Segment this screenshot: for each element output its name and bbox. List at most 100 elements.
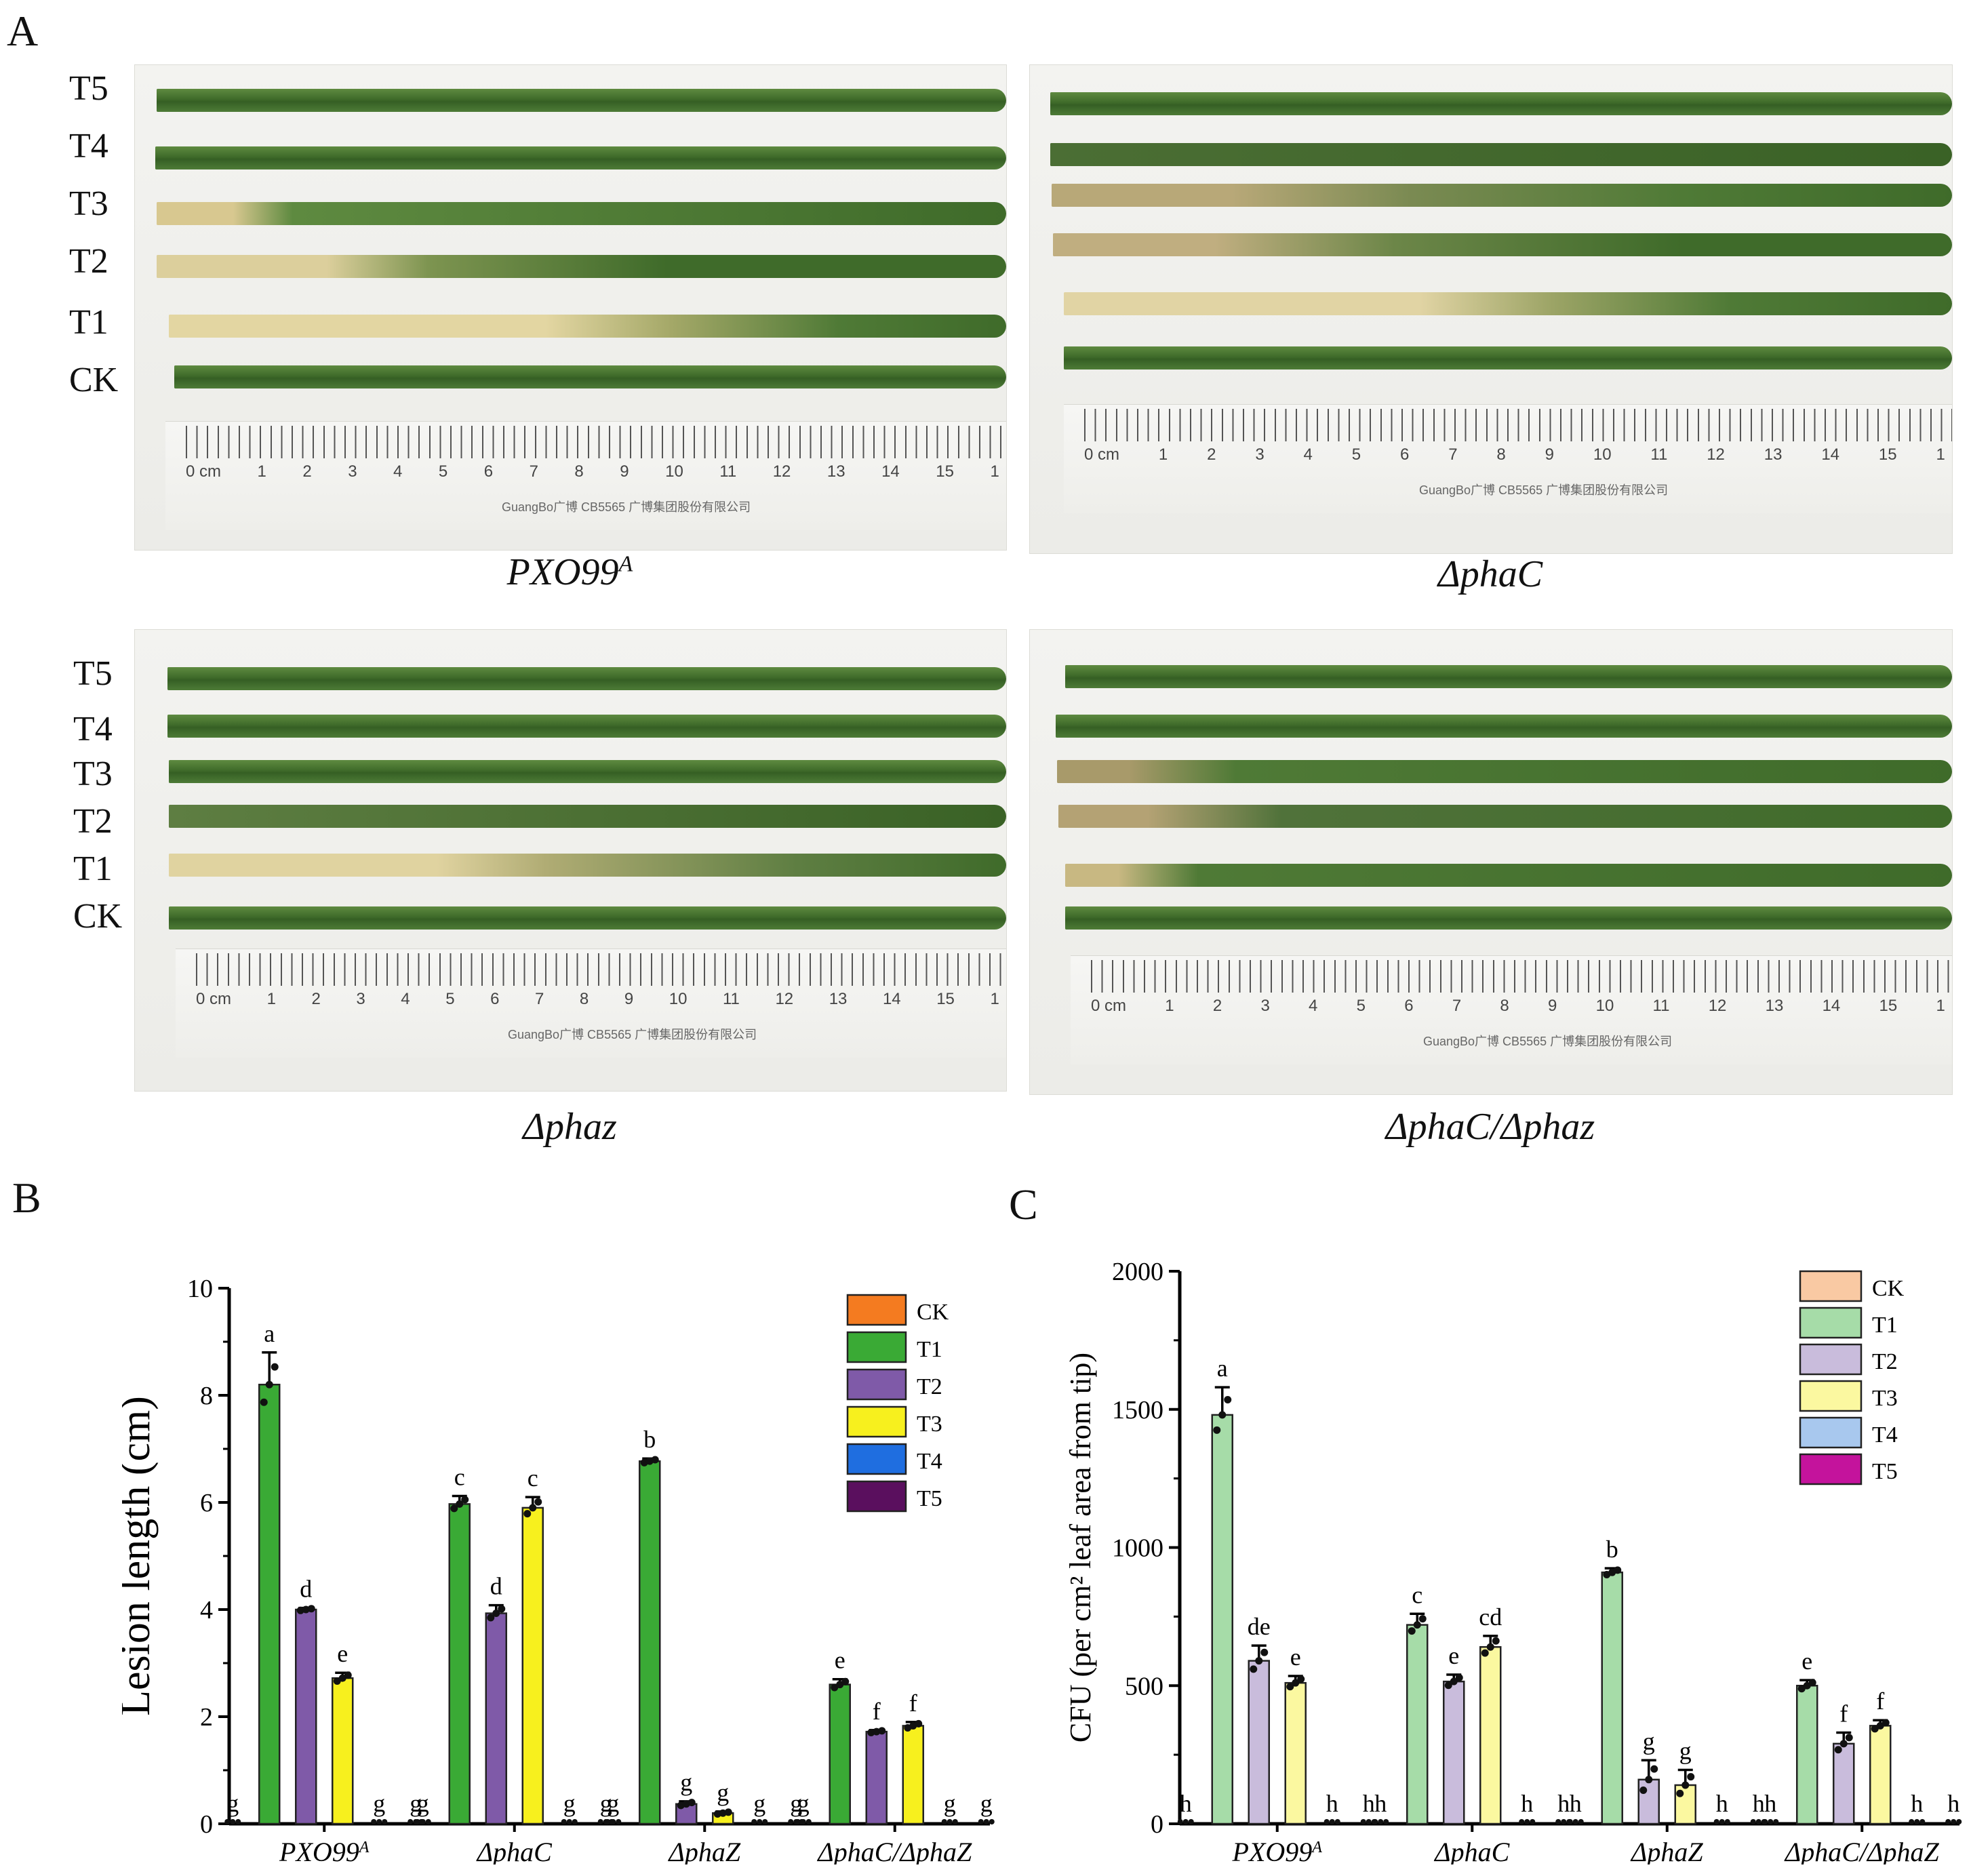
panel-label-a: A (7, 7, 39, 55)
legend-label: T1 (1872, 1313, 1898, 1338)
leaf-t3 (1052, 184, 1952, 207)
data-point (407, 1819, 414, 1824)
significance-letter: a (264, 1320, 275, 1347)
data-point (1773, 1819, 1779, 1824)
data-point (605, 1819, 611, 1824)
leaf-ck (1065, 906, 1952, 930)
bar-t2 (485, 1612, 507, 1825)
bar-t3 (1869, 1725, 1892, 1825)
significance-letter: h (1570, 1790, 1582, 1817)
significance-letter: h (1753, 1790, 1765, 1817)
data-point (1218, 1411, 1227, 1419)
x-tick-label: ΔphaC/ΔphaZ (816, 1837, 972, 1864)
bar-t2 (1833, 1742, 1855, 1825)
significance-letter: g (600, 1790, 612, 1817)
significance-letter: e (337, 1640, 348, 1667)
leaf-t3 (1057, 760, 1952, 783)
data-point (751, 1819, 757, 1824)
significance-letter: g (607, 1790, 619, 1817)
data-point (498, 1605, 506, 1613)
leaf-photo-phaz: 0 cm 1 2 3 4 5 6 7 8 9 10 11 12 13 14 15 1 GuangBo广博 CB… (134, 629, 1007, 1092)
ruler-brand: GuangBo广博 CB5565 广博集团股份有限公司 (1423, 1035, 1673, 1048)
data-point (1803, 1681, 1811, 1690)
leaf-t3 (169, 760, 1006, 783)
ruler-brand: GuangBo广博 CB5565 广博集团股份有限公司 (508, 1028, 757, 1041)
legend-label: T5 (917, 1486, 942, 1511)
data-point (1909, 1819, 1915, 1824)
leaf-t4 (155, 146, 1006, 169)
x-tick-label: ΔphaZ (1630, 1837, 1703, 1864)
significance-letter: g (226, 1790, 239, 1817)
significance-letter: g (410, 1790, 422, 1817)
data-point (235, 1819, 241, 1824)
data-point (1719, 1819, 1725, 1824)
significance-letter: h (1716, 1790, 1728, 1817)
y-tick-label: 8 (200, 1382, 213, 1410)
data-point (1614, 1566, 1622, 1574)
data-point (1486, 1643, 1494, 1651)
data-point (456, 1500, 464, 1508)
leaf-t2 (1053, 233, 1952, 256)
data-point (1286, 1683, 1294, 1691)
caption-phaz: Δphaz (523, 1106, 617, 1148)
x-tick-label: ΔphaC/ΔphaZ (1784, 1837, 1940, 1864)
data-point (915, 1719, 923, 1728)
data-point (1418, 1615, 1427, 1623)
row-label: T5 (73, 654, 113, 693)
data-point (1572, 1819, 1578, 1824)
data-point (230, 1819, 236, 1824)
bar-t2 (865, 1730, 888, 1825)
data-point (1834, 1746, 1842, 1754)
legend-label: T2 (1872, 1349, 1898, 1374)
data-point (1951, 1819, 1957, 1824)
data-point (487, 1614, 495, 1622)
row-label: T1 (73, 850, 113, 888)
data-point (1492, 1637, 1500, 1645)
bar-t2 (1637, 1778, 1660, 1825)
legend-swatch-t1 (846, 1331, 907, 1363)
bar-t1 (448, 1503, 471, 1825)
leaf-t4 (167, 715, 1006, 738)
data-point (1919, 1819, 1926, 1824)
data-point (529, 1504, 537, 1512)
legend-swatch-ck (1799, 1270, 1863, 1302)
data-point (1334, 1819, 1340, 1824)
bar-t1 (639, 1460, 661, 1825)
leaf-t1 (169, 315, 1006, 338)
data-point (788, 1819, 794, 1824)
row-label: T5 (69, 69, 108, 108)
data-point (1561, 1819, 1567, 1824)
data-point (1250, 1665, 1258, 1673)
legend-label: T3 (917, 1412, 942, 1437)
data-point (382, 1819, 388, 1824)
data-point (523, 1510, 532, 1518)
y-tick-label: 500 (1125, 1672, 1163, 1700)
significance-letter: g (680, 1769, 692, 1796)
data-point (492, 1610, 500, 1618)
data-point (420, 1819, 426, 1824)
data-point (1323, 1819, 1330, 1824)
significance-letter: h (1911, 1790, 1923, 1817)
y-tick-label: 2000 (1112, 1258, 1163, 1286)
significance-letter: c (454, 1464, 465, 1491)
data-point (878, 1727, 886, 1735)
data-point (566, 1819, 572, 1824)
data-point (376, 1819, 382, 1824)
leaf-photo-phac-phaz: 0 cm 1 2 3 4 5 6 7 8 9 10 11 12 13 14 15 1 GuangBo广博 CB… (1029, 629, 1953, 1095)
data-point (1845, 1734, 1853, 1742)
data-point (1839, 1740, 1848, 1748)
data-point (1808, 1679, 1816, 1687)
data-point (610, 1819, 616, 1824)
data-point (800, 1819, 806, 1824)
data-point (1413, 1621, 1421, 1629)
panel-label-c: C (1009, 1180, 1038, 1229)
y-axis-label: CFU (per cm² leaf area from tip) (1064, 1353, 1097, 1742)
row-label: T4 (69, 127, 108, 165)
data-point (1177, 1819, 1183, 1824)
legend-label: T5 (1872, 1459, 1898, 1484)
legend-label: T1 (917, 1337, 942, 1362)
ruler-unit: 0 cm (1084, 445, 1120, 464)
data-point (1567, 1819, 1573, 1824)
